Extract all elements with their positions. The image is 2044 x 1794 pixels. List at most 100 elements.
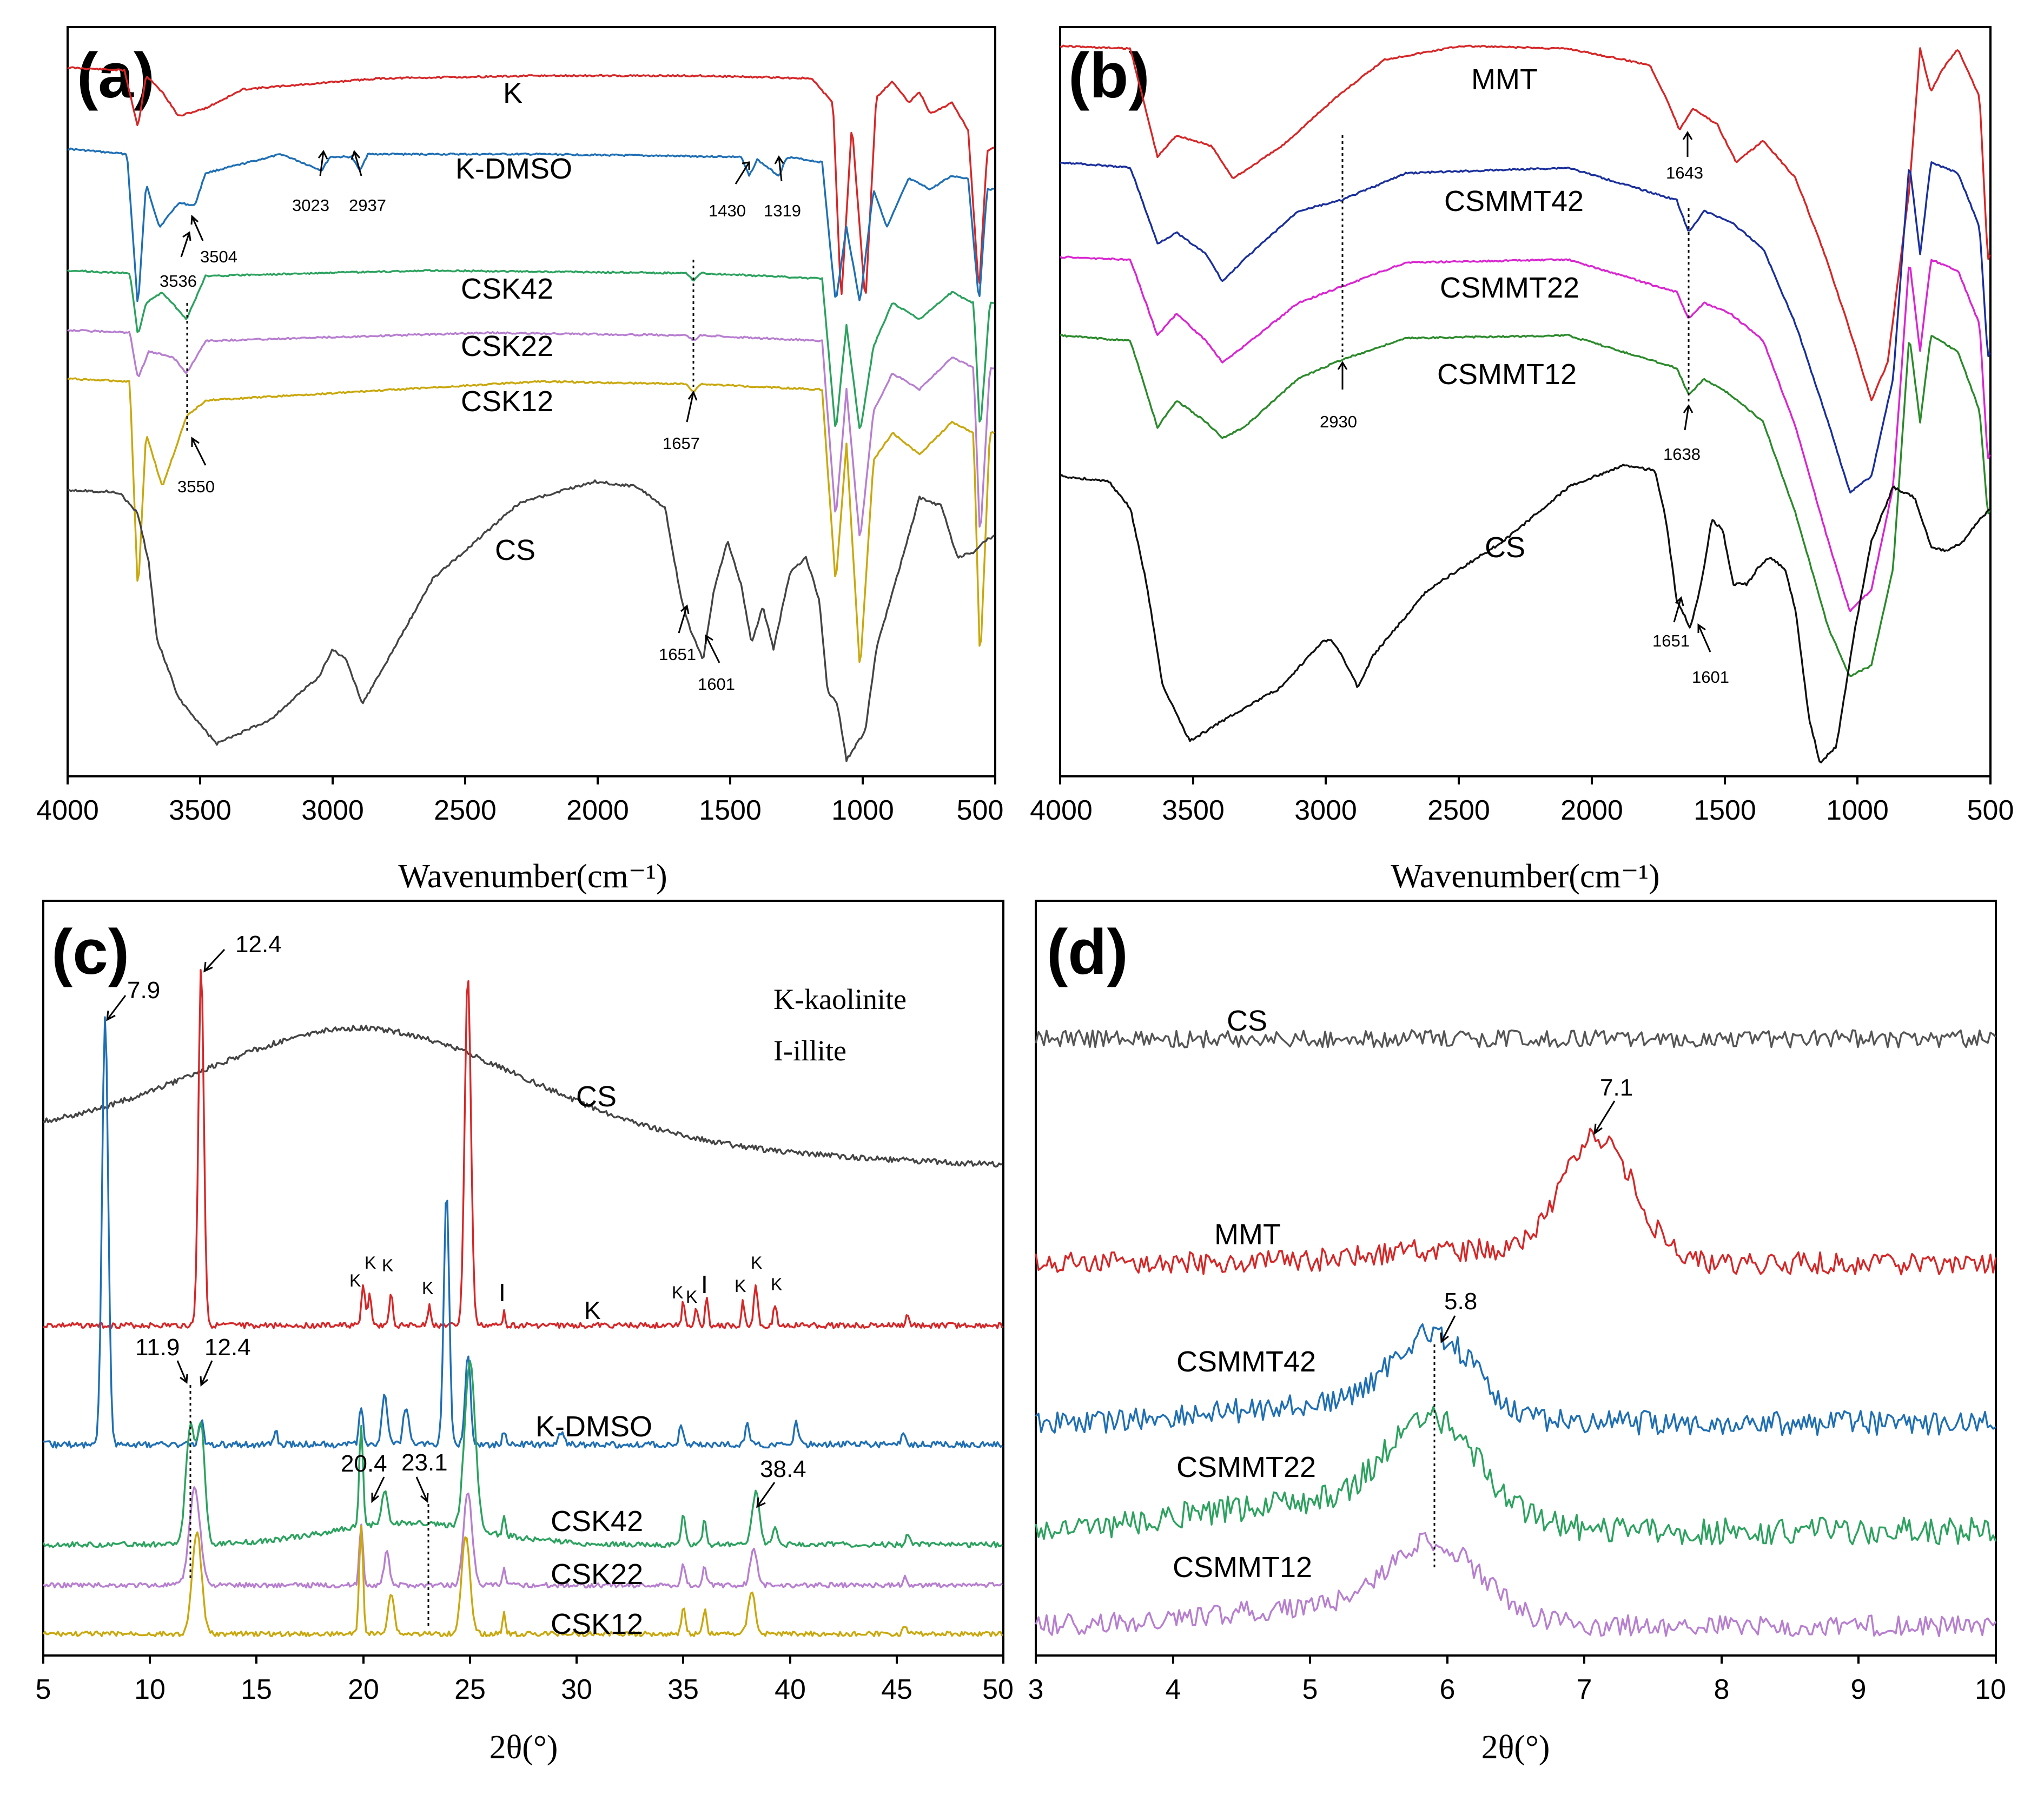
panel-a-series <box>67 66 995 762</box>
x-tick-label: 2000 <box>566 795 629 826</box>
panel-a-label: (a) <box>77 40 155 111</box>
x-tick-label: 35 <box>667 1674 699 1705</box>
annotation-2937: 2937 <box>349 196 386 215</box>
series-line-csk42 <box>67 269 994 429</box>
x-tick-label: 8 <box>1714 1674 1730 1705</box>
phase-mark-k: K <box>686 1287 697 1307</box>
panel-b-series <box>1059 44 1991 764</box>
series-label-cs: CS <box>1227 1005 1267 1037</box>
arrow-3536 <box>180 231 191 258</box>
annotation-1601: 1601 <box>698 675 735 694</box>
series-line-mmt <box>1060 44 1991 401</box>
series-line-cs <box>1059 464 1990 764</box>
arrow-2930 <box>1337 361 1348 390</box>
peak-label-7.9: 7.9 <box>127 977 160 1004</box>
x-tick-label: 3500 <box>169 795 231 826</box>
x-tick-label: 2500 <box>1427 795 1490 826</box>
legend-k-kaolinite: K-kaolinite <box>773 983 907 1015</box>
annotation-1643: 1643 <box>1666 163 1703 182</box>
x-tick-label: 4 <box>1166 1674 1181 1705</box>
x-tick-label: 25 <box>454 1674 486 1705</box>
peak-label-11.9: 11.9 <box>135 1334 180 1361</box>
x-tick-label: 5 <box>1302 1674 1318 1705</box>
phase-mark-k: K <box>672 1283 683 1302</box>
phase-mark-k: K <box>735 1276 746 1296</box>
arrow-1319 <box>774 155 784 182</box>
arrow-3023 <box>317 150 328 176</box>
arrow-1430 <box>735 161 750 184</box>
series-line-csmmt42 <box>1035 1323 1996 1436</box>
phase-mark-k: K <box>751 1253 762 1272</box>
panel-b-x-axis: 4000 3500 3000 2500 2000 1500 1000 500 <box>1030 776 2014 826</box>
annotation-3536: 3536 <box>160 272 197 291</box>
x-tick-label: 3000 <box>301 795 364 826</box>
panel-a-x-axis: 4000 3500 3000 2500 2000 1500 1000 500 <box>36 776 1003 826</box>
panel-c-series <box>42 969 1003 1638</box>
x-tick-label: 500 <box>1967 795 2014 826</box>
legend-i-illite: I-illite <box>773 1034 846 1067</box>
series-line-csk12 <box>42 1525 1003 1638</box>
panel-c-label: (c) <box>51 916 129 988</box>
series-line-csmmt12 <box>1060 333 1991 677</box>
arrow-23.1 <box>415 1476 429 1503</box>
x-tick-label: 500 <box>957 795 1004 826</box>
series-label-mmt: MMT <box>1214 1218 1281 1251</box>
arrow-1651 <box>678 604 690 634</box>
peak-label-38.4: 38.4 <box>760 1456 806 1482</box>
x-tick-label: 40 <box>775 1674 806 1705</box>
series-label-csmmt42: CSMMT42 <box>1444 185 1584 217</box>
peak-label-5.8: 5.8 <box>1444 1288 1477 1315</box>
series-line-cs <box>43 1025 1003 1168</box>
panel-c-x-axis: 5 10 15 20 25 30 35 40 45 50 <box>36 1656 1014 1705</box>
arrow-2937 <box>350 149 362 176</box>
panel-b-x-axis-title: Wavenumber(cm⁻¹) <box>1391 858 1659 895</box>
panel-c-frame <box>42 900 1004 1657</box>
annotation-1638: 1638 <box>1663 445 1701 464</box>
annotation-3550: 3550 <box>177 477 215 496</box>
series-line-csmmt22 <box>1035 1406 1997 1546</box>
x-tick-label: 2500 <box>434 795 497 826</box>
phase-mark-k: K <box>365 1253 376 1272</box>
phase-mark-k-big: K <box>584 1296 601 1324</box>
panel-c-peak-labels: 7.9 12.4 11.9 12.4 20.4 23.1 38.4 <box>106 931 806 1628</box>
panel-a: (a) K K-DMSO CSK42 CSK22 CSK12 CS 3023 2… <box>36 26 1003 895</box>
series-label-csk22: CSK22 <box>461 330 553 362</box>
x-tick-label: 3 <box>1028 1674 1044 1705</box>
x-tick-label: 2000 <box>1560 795 1623 826</box>
panel-a-frame <box>67 26 996 777</box>
series-line-csmmt22 <box>1059 255 1991 612</box>
annotation-1651: 1651 <box>1652 631 1690 650</box>
series-label-csmmt22: CSMMT22 <box>1440 272 1579 304</box>
panel-a-annotations: 3023 2937 1430 1319 3504 3536 1657 3550 … <box>160 149 801 694</box>
x-tick-label: 3000 <box>1294 795 1357 826</box>
phase-mark-k: K <box>349 1271 361 1290</box>
series-line-cs <box>1035 1029 1997 1048</box>
x-tick-label: 1000 <box>1826 795 1889 826</box>
peak-label-12.4: 12.4 <box>235 931 282 958</box>
arrow-11.9 <box>176 1360 188 1384</box>
arrow-1638 <box>1683 404 1694 431</box>
series-label-csmmt12: CSMMT12 <box>1437 358 1577 391</box>
arrow-20.4 <box>371 1476 385 1503</box>
x-tick-label: 4000 <box>36 795 99 826</box>
x-tick-label: 15 <box>241 1674 272 1705</box>
series-label-csmmt12: CSMMT12 <box>1173 1551 1312 1584</box>
series-label-cs: CS <box>495 534 535 566</box>
arrow-12.4-b <box>200 1360 213 1387</box>
arrow-1657 <box>686 390 698 423</box>
arrow-1651 <box>1673 596 1684 623</box>
series-line-k <box>43 969 1003 1329</box>
series-line-mmt <box>1035 1127 1997 1276</box>
series-label-mmt: MMT <box>1471 63 1538 96</box>
arrow-5.8 <box>1440 1315 1456 1343</box>
x-tick-label: 50 <box>982 1674 1014 1705</box>
panel-c-phase-marks: K K K K I K K K I K K K <box>349 1253 782 1324</box>
series-label-csk12: CSK12 <box>551 1608 643 1640</box>
panel-d: (d) CS MMT CSMMT42 CSMMT22 CSMMT12 7.1 5… <box>1028 900 2006 1766</box>
panel-d-frame <box>1035 900 1997 1657</box>
peak-label-23.1: 23.1 <box>401 1449 448 1476</box>
series-line-csk42 <box>42 1360 1003 1548</box>
panel-d-label: (d) <box>1047 916 1128 988</box>
x-tick-label: 10 <box>134 1674 166 1705</box>
series-label-csk42: CSK42 <box>551 1505 643 1538</box>
